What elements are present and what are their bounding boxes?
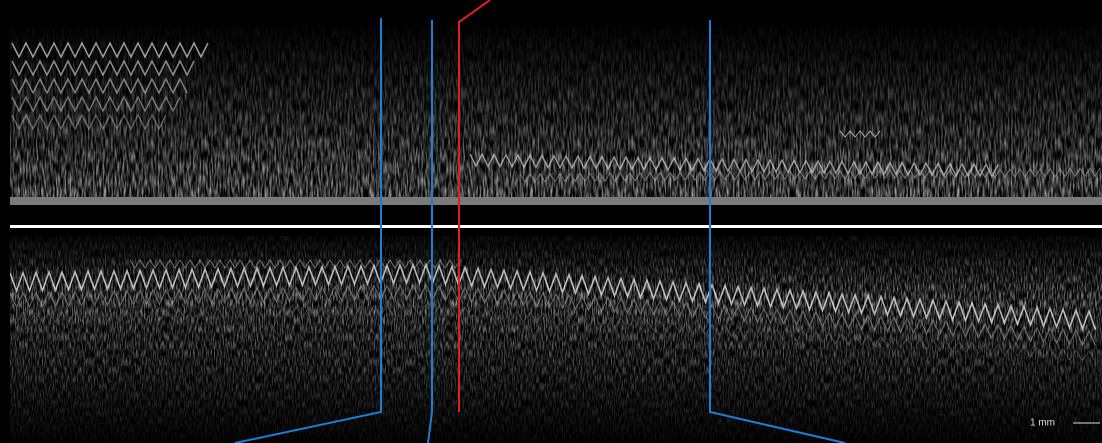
page: 1 mm (() => { const data = JSON.parse(do… xyxy=(0,0,1102,443)
oct-image: 1 mm xyxy=(0,0,1102,443)
divider xyxy=(10,225,1102,228)
scale-label: 1 mm xyxy=(1030,418,1055,429)
gray-band xyxy=(10,197,1102,205)
bottom-panel xyxy=(10,236,1102,443)
top-panel xyxy=(10,20,1102,198)
bottom-fade xyxy=(10,236,1102,443)
